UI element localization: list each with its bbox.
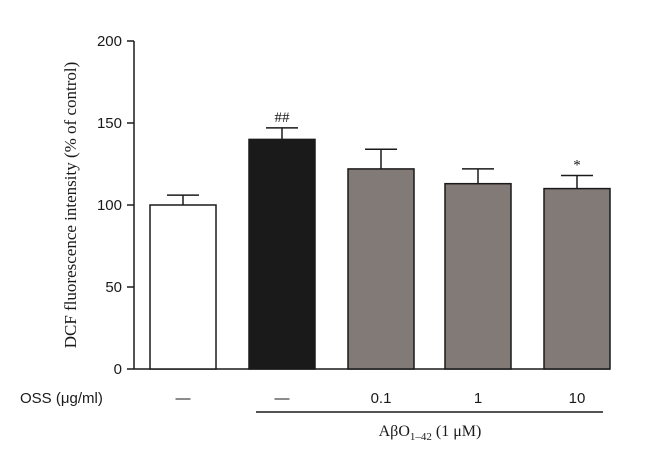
- x-tick-label: 0.1: [371, 390, 392, 407]
- group-label-suffix: (1 μM): [432, 423, 481, 440]
- labels: — ## — 0.1 1 * 10: [176, 110, 586, 407]
- y-tick-label: 50: [105, 279, 122, 296]
- group-label-subscript: 1–42: [410, 431, 432, 443]
- bars: [149, 127, 611, 370]
- significance-marker: *: [573, 157, 581, 173]
- bar: [149, 204, 217, 370]
- bar: [543, 187, 611, 370]
- bar: [248, 138, 316, 370]
- group-label-o: O: [398, 423, 410, 440]
- group-label: AβO1–42 (1 μM): [379, 423, 482, 443]
- y-tick-label: 0: [114, 361, 122, 378]
- y-tick-label: 100: [97, 197, 122, 214]
- x-tick-label: 1: [474, 390, 482, 407]
- oss-row-label: OSS (μg/ml): [20, 390, 103, 407]
- group-label-prefix: Aβ: [379, 423, 399, 440]
- significance-marker: ##: [275, 110, 291, 126]
- y-axis-label: DCF fluorescence intensity (% of control…: [61, 62, 80, 349]
- x-tick-label: —: [176, 390, 191, 407]
- x-tick-label: —: [275, 390, 290, 407]
- bar: [347, 168, 415, 370]
- x-tick-label: 10: [569, 390, 586, 407]
- bar: [444, 182, 512, 370]
- y-tick-label: 200: [97, 33, 122, 50]
- y-tick-label: 150: [97, 115, 122, 132]
